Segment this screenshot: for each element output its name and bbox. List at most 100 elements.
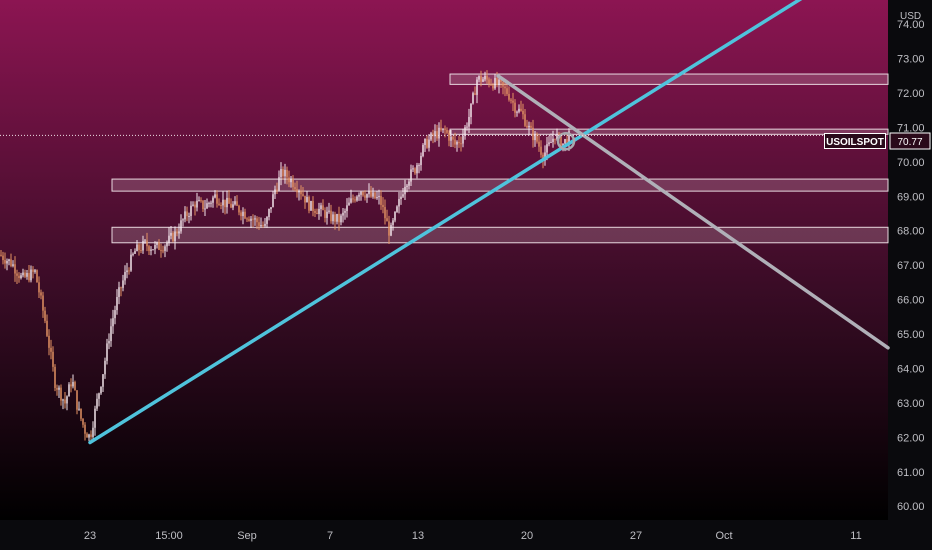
- candle-body: [420, 156, 422, 166]
- candle-body: [134, 251, 136, 254]
- candle-body: [34, 270, 36, 272]
- candle-body: [558, 134, 560, 136]
- candle-body: [204, 208, 206, 210]
- candle-body: [78, 408, 80, 410]
- candle-body: [436, 131, 438, 139]
- candle-body: [340, 215, 342, 223]
- candle-body: [80, 408, 82, 419]
- candle-body: [526, 125, 528, 128]
- candle-body: [280, 169, 282, 178]
- candle-body: [146, 240, 148, 247]
- candle-body: [156, 242, 158, 246]
- candle-body: [242, 211, 244, 217]
- candle-body: [154, 245, 156, 250]
- candle-body: [194, 204, 196, 208]
- candle-body: [8, 259, 10, 261]
- candle-body: [332, 214, 334, 222]
- candle-body: [108, 341, 110, 344]
- time-tick-label: Sep: [237, 530, 257, 542]
- candle-body: [68, 384, 70, 397]
- candle-body: [374, 192, 376, 199]
- candle-body: [364, 195, 366, 198]
- candle-body: [344, 211, 346, 213]
- candle-body: [564, 139, 566, 144]
- candle-body: [346, 205, 348, 212]
- candle-body: [96, 398, 98, 409]
- candle-body: [520, 108, 522, 111]
- candle-body: [302, 194, 304, 196]
- candle-body: [404, 186, 406, 195]
- marker-circle: [556, 131, 576, 151]
- candle-body: [166, 242, 168, 247]
- candle-body: [132, 253, 134, 255]
- price-tick-label: 60.00: [897, 501, 925, 513]
- candle-body: [86, 433, 88, 438]
- candle-body: [48, 335, 50, 348]
- candle-body: [308, 197, 310, 211]
- candle-body: [212, 197, 214, 203]
- candle-body: [200, 200, 202, 202]
- candle-body: [386, 218, 388, 222]
- candle-body: [208, 202, 210, 204]
- candle-body: [274, 189, 276, 195]
- price-tick-label: 67.00: [897, 260, 925, 272]
- candle-body: [502, 81, 504, 87]
- candle-body: [546, 144, 548, 153]
- candle-body: [406, 185, 408, 187]
- candle-body: [224, 199, 226, 208]
- candle-body: [338, 213, 340, 223]
- candle-body: [410, 169, 412, 182]
- candle-body: [508, 93, 510, 100]
- candle-body: [326, 211, 328, 218]
- candle-body: [240, 212, 242, 217]
- symbol-tag-fill: [825, 134, 885, 148]
- candle-body: [418, 165, 420, 167]
- candle-body: [124, 272, 126, 281]
- candle-body: [228, 197, 230, 204]
- candle-body: [394, 211, 396, 221]
- plot-background: [0, 0, 888, 520]
- price-tick-label: 63.00: [897, 398, 925, 410]
- candle-body: [426, 138, 428, 148]
- candle-body: [184, 211, 186, 220]
- candle-body: [196, 200, 198, 208]
- candle-body: [22, 272, 24, 276]
- candle-body: [550, 142, 552, 144]
- time-tick-label: 13: [412, 530, 424, 542]
- candle-body: [246, 218, 248, 220]
- candle-body: [548, 142, 550, 145]
- candle-body: [42, 295, 44, 311]
- candle-body: [506, 88, 508, 94]
- candle-body: [168, 235, 170, 243]
- candle-body: [16, 273, 18, 276]
- candle-body: [158, 242, 160, 250]
- candle-body: [348, 202, 350, 206]
- candle-body: [524, 114, 526, 126]
- candle-body: [428, 139, 430, 148]
- time-axis[interactable]: 23 15:00 Sep 7 13 20 27 Oct 11: [84, 530, 862, 542]
- candle-body: [102, 374, 104, 387]
- candle-body: [540, 146, 542, 155]
- candle-body: [114, 310, 116, 319]
- candle-body: [258, 222, 260, 227]
- candle-body: [366, 194, 368, 198]
- candle-body: [534, 134, 536, 141]
- candle-body: [512, 100, 514, 103]
- price-tick-label: 74.00: [897, 19, 925, 31]
- candle-body: [296, 189, 298, 193]
- price-tick-label: 70.00: [897, 157, 925, 169]
- price-tick-label: 69.00: [897, 191, 925, 203]
- candle-body: [88, 434, 90, 438]
- candle-body: [178, 231, 180, 234]
- candle-body: [36, 270, 38, 283]
- candle-body: [566, 139, 568, 145]
- price-axis[interactable]: 74.00 73.00 72.00 71.00 70.00 69.00 68.00 67.00…: [897, 19, 925, 513]
- candle-body: [328, 210, 330, 212]
- candle-body: [530, 125, 532, 128]
- candle-body: [408, 181, 410, 186]
- symbol-tag: USOILSPOT: [826, 137, 884, 148]
- candle-body: [202, 200, 204, 210]
- candle-body: [278, 177, 280, 191]
